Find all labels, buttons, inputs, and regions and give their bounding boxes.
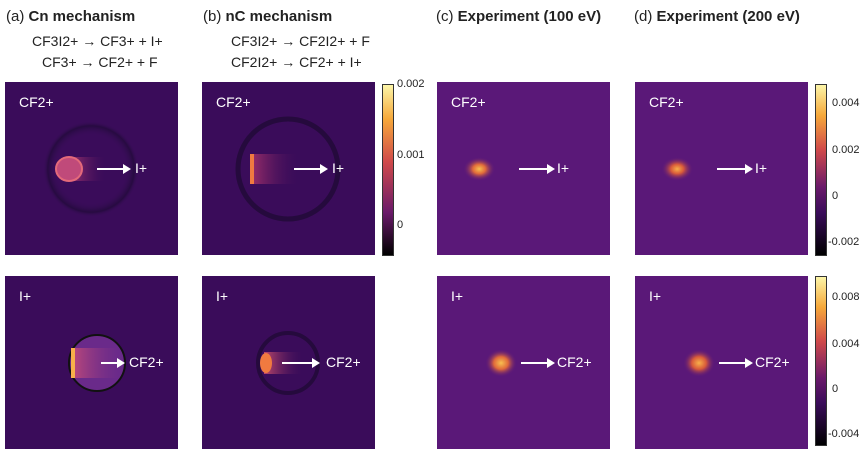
exp-bottom-tick-0: 0.008 (832, 291, 860, 303)
panel-d-cf2: CF2+ I+ (635, 82, 808, 255)
exp-bottom-colorbar (815, 276, 827, 446)
panel-c-i-arrow-label: CF2+ (557, 354, 592, 370)
panel-b-cf2-arrow-label: I+ (332, 160, 345, 176)
panel-c-cf2: CF2+ I+ (437, 82, 610, 255)
header-a-title: Cn mechanism (28, 8, 136, 25)
panel-a-cf2-image (43, 121, 139, 217)
panel-a-cf2: CF2+ I+ (5, 82, 178, 255)
header-a-prefix: (a) (6, 8, 25, 25)
panel-c-i-label: I+ (451, 288, 464, 304)
panel-b-cf2-label: CF2+ (216, 94, 251, 110)
exp-bottom-tick-2: 0 (832, 383, 839, 395)
panel-b-i: I+ CF2+ (202, 276, 375, 449)
panel-a-i-label: I+ (19, 288, 32, 304)
panel-c-cf2-arrow-label: I+ (557, 160, 570, 176)
exp-bottom-tick-1: 0.004 (832, 338, 860, 350)
header-c: (c) Experiment (100 eV) (436, 8, 601, 25)
header-d-prefix: (d) (634, 8, 653, 25)
panel-c-i-image (485, 349, 555, 377)
panel-a-cf2-arrow-label: I+ (135, 160, 148, 176)
panel-d-i-image (683, 349, 753, 377)
panel-b-i-label: I+ (216, 288, 229, 304)
exp-top-tick-1: 0.002 (832, 144, 860, 156)
header-b-title: nC mechanism (225, 8, 333, 25)
sim-colorbar-tick-2: 0 (397, 219, 404, 231)
header-b: (b) nC mechanism (203, 8, 332, 25)
panel-a-i-arrow-label: CF2+ (129, 354, 164, 370)
panel-c-i: I+ CF2+ (437, 276, 610, 449)
sim-colorbar-tick-1: 0.001 (397, 149, 425, 161)
header-c-prefix: (c) (436, 8, 454, 25)
panel-b-i-image (256, 331, 320, 395)
panel-c-cf2-label: CF2+ (451, 94, 486, 110)
panel-b-cf2-image (235, 116, 341, 222)
exp-top-tick-3: -0.002 (828, 236, 860, 248)
exp-top-colorbar (815, 84, 827, 256)
header-b-prefix: (b) (203, 8, 222, 25)
exp-bottom-tick-3: -0.004 (828, 428, 860, 440)
panel-d-cf2-arrow-label: I+ (755, 160, 768, 176)
equation-a2: CF3+ → CF2+ + F (42, 54, 158, 70)
header-d-title: Experiment (200 eV) (656, 8, 800, 25)
panel-a-cf2-label: CF2+ (19, 94, 54, 110)
panel-d-cf2-label: CF2+ (649, 94, 684, 110)
exp-top-tick-0: 0.004 (832, 97, 860, 109)
header-c-title: Experiment (100 eV) (457, 8, 602, 25)
sim-colorbar-tick-0: 0.002 (397, 78, 425, 90)
panel-d-cf2-image (658, 145, 753, 193)
panel-b-cf2: CF2+ I+ (202, 82, 375, 255)
panel-d-i-label: I+ (649, 288, 662, 304)
panel-a-i: I+ CF2+ (5, 276, 178, 449)
panel-c-cf2-image (460, 145, 555, 193)
header-d: (d) Experiment (200 eV) (634, 8, 800, 25)
sim-colorbar (382, 84, 394, 256)
equation-b2: CF2I2+ → CF2+ + I+ (231, 54, 362, 70)
header-a: (a) Cn mechanism (6, 8, 135, 25)
equation-b1: CF3I2+ → CF2I2+ + F (231, 33, 370, 49)
equation-a1: CF3I2+ → CF3+ + I+ (32, 33, 163, 49)
panel-a-i-image (68, 334, 126, 392)
panel-d-i-arrow-label: CF2+ (755, 354, 790, 370)
panel-d-i: I+ CF2+ (635, 276, 808, 449)
exp-top-tick-2: 0 (832, 190, 839, 202)
panel-b-i-arrow-label: CF2+ (326, 354, 361, 370)
